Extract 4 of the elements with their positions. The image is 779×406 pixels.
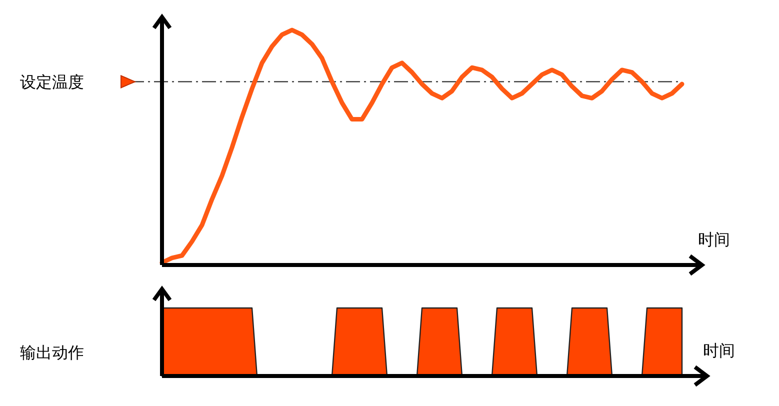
y-axis-title: 输出动作 <box>20 343 84 362</box>
x-axis-title: 时间 <box>703 341 735 360</box>
ref-line-label: 设定温度 <box>20 72 84 92</box>
x-axis-title: 时间 <box>698 230 730 249</box>
